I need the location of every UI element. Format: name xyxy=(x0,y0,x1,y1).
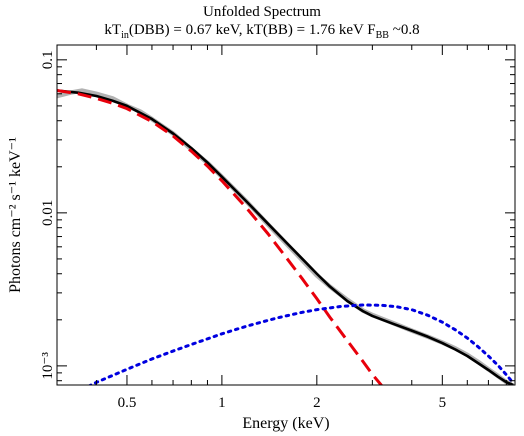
data-spectrum-line xyxy=(57,88,513,385)
x-tick-label: 1 xyxy=(218,395,226,411)
blackbody-component-line xyxy=(87,303,515,385)
plot-series-group xyxy=(57,88,515,385)
total-model-line xyxy=(57,89,514,385)
diskbb-component-line xyxy=(57,89,384,385)
y-tick-label: 0.1 xyxy=(40,50,56,69)
subtitle-part-3: ~0.8 xyxy=(388,22,420,38)
subtitle-sub-1: in xyxy=(121,30,129,41)
title-text: Unfolded Spectrum xyxy=(203,4,321,20)
chart-subtitle: kTin(DBB) = 0.67 keV, kT(BB) = 1.76 keV … xyxy=(0,22,524,41)
y-tick-label: 10⁻³ xyxy=(40,352,56,380)
y-axis-label: Photons cm⁻² s⁻¹ keV⁻¹ xyxy=(7,137,24,293)
chart-title: Unfolded Spectrum xyxy=(0,4,524,21)
y-tick-label: 0.01 xyxy=(40,200,56,226)
subtitle-part-2: (DBB) = 0.67 keV, kT(BB) = 1.76 keV F xyxy=(128,22,376,38)
subtitle-part-1: kT xyxy=(104,22,122,38)
x-axis-label: Energy (keV) xyxy=(242,415,329,432)
subtitle-sub-2: BB xyxy=(375,30,389,41)
x-tick-label: 2 xyxy=(313,395,321,411)
x-tick-label: 5 xyxy=(439,395,447,411)
x-tick-label: 0.5 xyxy=(118,395,137,411)
plot-frame xyxy=(56,44,516,386)
